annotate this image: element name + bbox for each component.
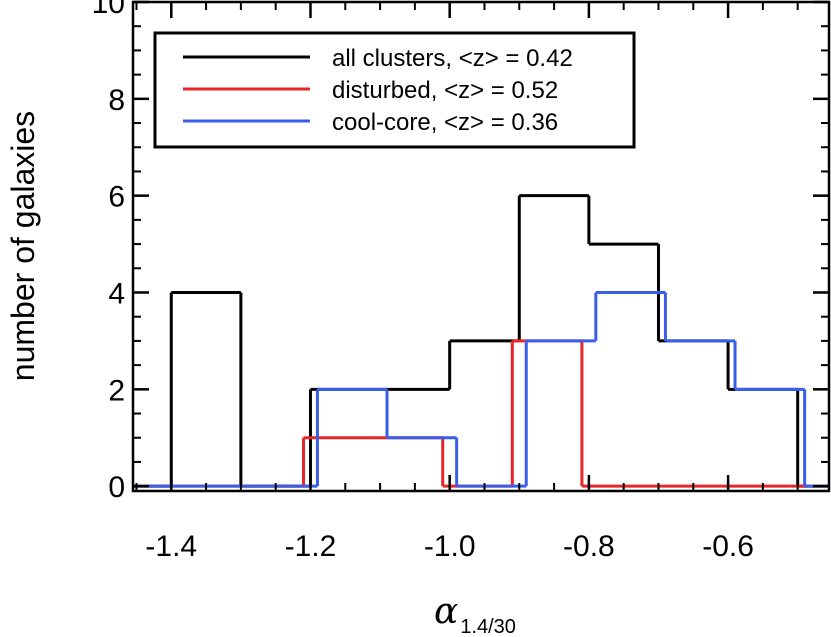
y-tick-label: 8 <box>108 84 125 117</box>
x-tick-label: -1.4 <box>145 530 197 563</box>
axes-layer: -1.4 -1.2 -1.0 -0.8 -0.6 0 2 4 6 8 10 <box>92 0 831 563</box>
legend: all clusters, <z> = 0.42 disturbed, <z> =… <box>153 31 636 149</box>
x-axis-label: α 1.4/30 <box>434 591 516 637</box>
x-tick-label: -0.8 <box>563 530 615 563</box>
series-cool-core <box>133 290 829 488</box>
plot-frame <box>131 0 831 493</box>
legend-label-all-clusters: all clusters, <z> = 0.42 <box>332 45 573 72</box>
x-axis-label-subscript: 1.4/30 <box>460 616 516 637</box>
y-tick-label: 0 <box>108 471 125 504</box>
x-tick-label: -0.6 <box>702 530 754 563</box>
x-axis-label-symbol: α <box>434 591 458 632</box>
x-tick-label: -1.0 <box>424 530 476 563</box>
y-tick-label: 4 <box>108 277 125 310</box>
y-tick-label: 2 <box>108 374 125 407</box>
y-tick-label: 6 <box>108 181 125 214</box>
y-tick-label: 10 <box>92 0 125 20</box>
x-tick-label: -1.2 <box>285 530 337 563</box>
legend-label-cool-core: cool-core, <z> = 0.36 <box>332 109 558 136</box>
y-axis-label: number of galaxies <box>5 111 41 381</box>
legend-label-disturbed: disturbed, <z> = 0.52 <box>332 77 558 104</box>
